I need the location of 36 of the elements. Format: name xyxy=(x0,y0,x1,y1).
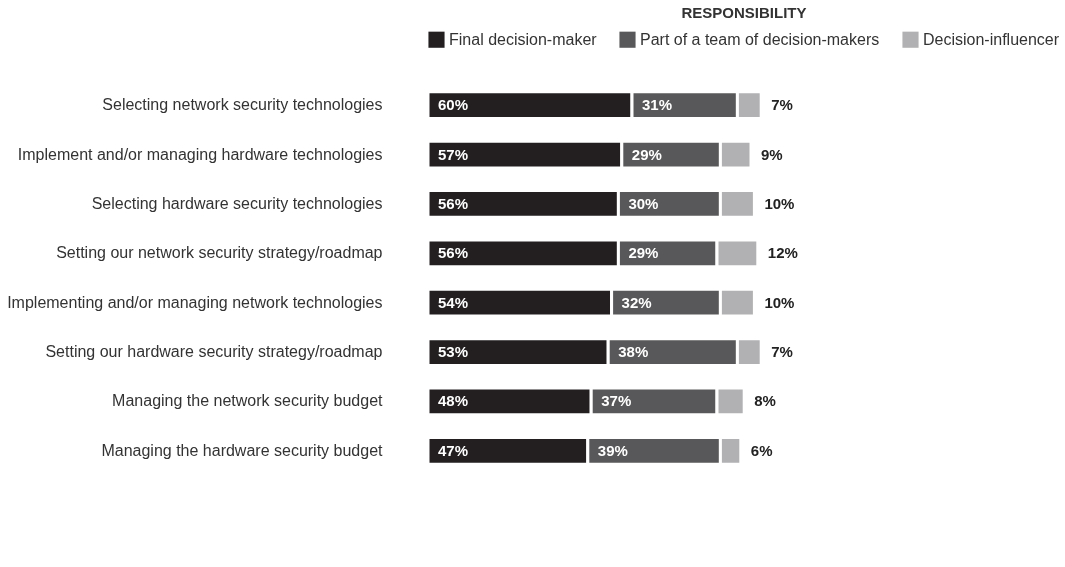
data-label: 60% xyxy=(438,96,469,114)
data-label: 47% xyxy=(438,441,469,459)
data-label: 37% xyxy=(601,392,632,410)
data-label: 57% xyxy=(438,145,469,163)
data-label: 48% xyxy=(438,392,469,410)
y-tick-label: Setting our network security strategy/roadmap xyxy=(56,244,383,262)
y-tick-label: Setting our hardware security strategy/roadmap xyxy=(45,343,383,361)
data-label: 10% xyxy=(764,293,795,311)
y-tick-label: Managing the network security budget xyxy=(112,392,384,410)
legend-title: RESPONSIBILITY xyxy=(681,4,807,21)
data-label: 8% xyxy=(754,392,776,410)
legend-label: Decision-influencer xyxy=(923,30,1060,48)
data-label: 6% xyxy=(750,441,773,459)
data-label: 54% xyxy=(438,293,469,311)
data-label: 12% xyxy=(767,244,798,262)
data-label: 53% xyxy=(438,343,469,361)
data-label: 32% xyxy=(621,293,652,311)
data-label: 29% xyxy=(628,244,659,262)
data-label: 7% xyxy=(771,96,793,114)
data-label: 56% xyxy=(438,244,469,262)
data-label: 56% xyxy=(438,194,469,212)
data-label: 38% xyxy=(618,343,649,361)
data-label: 39% xyxy=(597,441,628,459)
data-label: 9% xyxy=(761,145,783,163)
data-label: 7% xyxy=(771,343,793,361)
legend-label: Final decision-maker xyxy=(449,30,598,48)
data-label: 31% xyxy=(642,96,673,114)
y-tick-label: Selecting hardware security technologies xyxy=(91,194,383,212)
y-tick-label: Managing the hardware security budget xyxy=(101,441,384,459)
data-label: 30% xyxy=(628,194,659,212)
y-tick-label: Implement and/or managing hardware technologies xyxy=(17,145,383,163)
data-label: 10% xyxy=(764,194,795,212)
y-tick-label: Selecting network security technologies xyxy=(102,96,383,114)
legend-label: Part of a team of decision-makers xyxy=(640,30,880,48)
data-label: 29% xyxy=(631,145,662,163)
y-tick-label: Implementing and/or managing network technologies xyxy=(7,293,383,311)
